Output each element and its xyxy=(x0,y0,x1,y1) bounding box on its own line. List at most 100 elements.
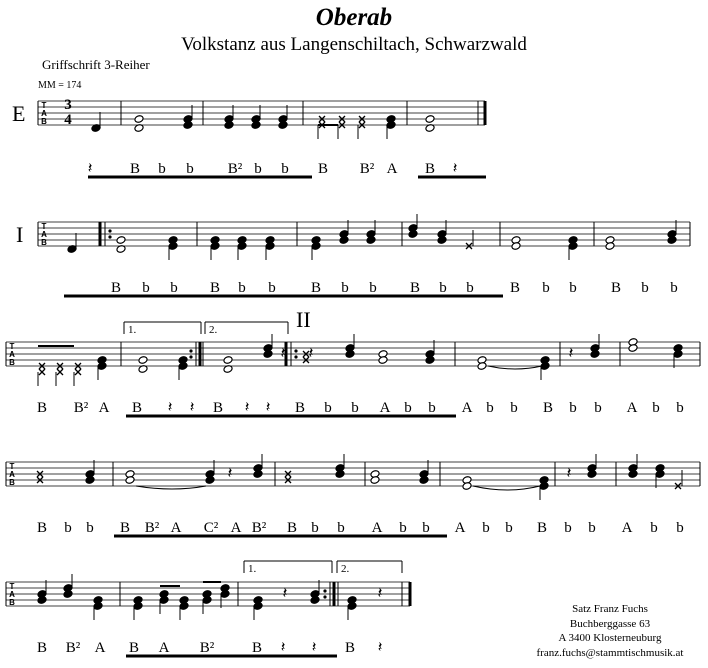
cross-notehead xyxy=(36,470,44,478)
tab-clef-letter: B xyxy=(9,478,15,487)
credit-email: franz.fuchs@stammtischmusik.at xyxy=(536,646,684,659)
open-notehead xyxy=(477,362,487,370)
tab-clef-letter: A xyxy=(41,230,47,239)
bass-button-label: b xyxy=(428,400,436,416)
tab-clef-letter: B xyxy=(9,358,15,367)
bass-button-label: B xyxy=(120,520,130,536)
bass-button-label: b xyxy=(369,280,377,296)
bass-button-label: A xyxy=(387,161,398,177)
bass-button-label: b xyxy=(588,520,596,536)
repeat-dot xyxy=(323,589,327,593)
quarter-rest: 𝄽 xyxy=(228,463,233,482)
tab-clef-letter: A xyxy=(41,109,47,118)
bass-button-label: B xyxy=(130,161,140,177)
tab-clef-letter: T xyxy=(10,462,15,471)
bass-button-label: b xyxy=(170,280,178,296)
cross-notehead xyxy=(38,368,46,376)
bass-button-label: B xyxy=(37,640,47,656)
repeat-dot xyxy=(189,349,193,353)
bass-button-label: A xyxy=(462,400,473,416)
tab-clef-letter: T xyxy=(10,582,15,591)
bass-button-label: B xyxy=(510,280,520,296)
instrument-label: Griffschrift 3-Reiher xyxy=(42,57,150,72)
bass-button-label: b xyxy=(542,280,550,296)
quarter-rest: 𝄽 xyxy=(567,463,572,482)
repeat-dot xyxy=(294,355,298,359)
cross-notehead xyxy=(38,362,46,370)
bass-button-label: B xyxy=(129,640,139,656)
repeat-dot xyxy=(189,355,193,359)
bass-button-label: B xyxy=(111,280,121,296)
bass-button-label: b xyxy=(64,520,72,536)
bass-rest: 𝄽 xyxy=(312,638,317,656)
bass-button-label: B² xyxy=(200,640,215,656)
cross-notehead xyxy=(318,115,326,123)
credit-line: Satz Franz Fuchs xyxy=(572,603,648,615)
bass-button-label: b xyxy=(86,520,94,536)
bass-button-label: B² xyxy=(66,640,81,656)
bass-button-label: B xyxy=(210,280,220,296)
credit-line: Buchberggasse 63 xyxy=(569,617,651,630)
credit-line: A 3400 Klosterneuburg xyxy=(558,632,662,644)
bass-button-label: b xyxy=(486,400,494,416)
quarter-rest: 𝄽 xyxy=(281,343,286,362)
tempo-marking: MM = 174 xyxy=(38,80,82,91)
quarter-rest: 𝄽 xyxy=(309,343,314,362)
volta-number: 1. xyxy=(248,563,257,575)
filled-notehead xyxy=(628,470,638,478)
bass-button-label: b xyxy=(158,161,166,177)
cross-notehead xyxy=(56,362,64,370)
open-notehead xyxy=(462,482,472,490)
tab-clef-letter: T xyxy=(42,101,47,110)
arranger-credits: Satz Franz Fuchs Buchberggasse 63 A 3400… xyxy=(510,602,708,660)
song-subtitle: Volkstanz aus Langenschiltach, Schwarzwa… xyxy=(181,34,527,55)
filled-notehead xyxy=(37,596,47,604)
cross-notehead xyxy=(74,362,82,370)
filled-notehead xyxy=(85,476,95,484)
bass-button-label: b xyxy=(351,400,359,416)
cross-notehead xyxy=(302,350,310,358)
bass-button-label: B xyxy=(37,520,47,536)
bass-button-label: B xyxy=(287,520,297,536)
bass-button-label: b xyxy=(399,520,407,536)
bass-button-label: b xyxy=(281,161,289,177)
filled-notehead xyxy=(205,476,215,484)
bass-button-label: B xyxy=(311,280,321,296)
bass-button-label: A xyxy=(99,400,110,416)
tab-clef-letter: A xyxy=(9,350,15,359)
tab-clef-letter: A xyxy=(9,590,15,599)
filled-notehead xyxy=(63,590,73,598)
bass-button-label: B xyxy=(410,280,420,296)
bass-rest: 𝄽 xyxy=(281,638,286,656)
cross-notehead xyxy=(465,242,473,250)
cross-notehead xyxy=(36,476,44,484)
time-signature-bottom: 4 xyxy=(64,112,72,128)
bass-button-label: A xyxy=(372,520,383,536)
bass-button-label: B xyxy=(611,280,621,296)
bass-button-label: b xyxy=(422,520,430,536)
open-notehead xyxy=(511,242,521,250)
bass-button-label: C² xyxy=(204,520,219,536)
bass-button-label: A xyxy=(95,640,106,656)
open-notehead xyxy=(425,124,435,132)
bass-button-label: b xyxy=(569,400,577,416)
bass-button-label: B xyxy=(543,400,553,416)
open-notehead xyxy=(378,356,388,364)
open-notehead xyxy=(223,356,233,364)
open-notehead xyxy=(116,245,126,253)
bass-button-label: b xyxy=(569,280,577,296)
cross-notehead xyxy=(338,121,346,129)
filled-notehead xyxy=(310,596,320,604)
bass-button-label: A xyxy=(159,640,170,656)
volta-number: 1. xyxy=(128,324,137,336)
open-notehead xyxy=(134,115,144,123)
bass-button-label: B² xyxy=(74,400,89,416)
bass-rest: 𝄽 xyxy=(266,398,271,416)
bass-button-label: B² xyxy=(360,161,375,177)
cross-notehead xyxy=(284,470,292,478)
open-notehead xyxy=(370,476,380,484)
bass-button-label: b xyxy=(641,280,649,296)
bass-button-label: b xyxy=(510,400,518,416)
tab-clef-letter: A xyxy=(9,470,15,479)
